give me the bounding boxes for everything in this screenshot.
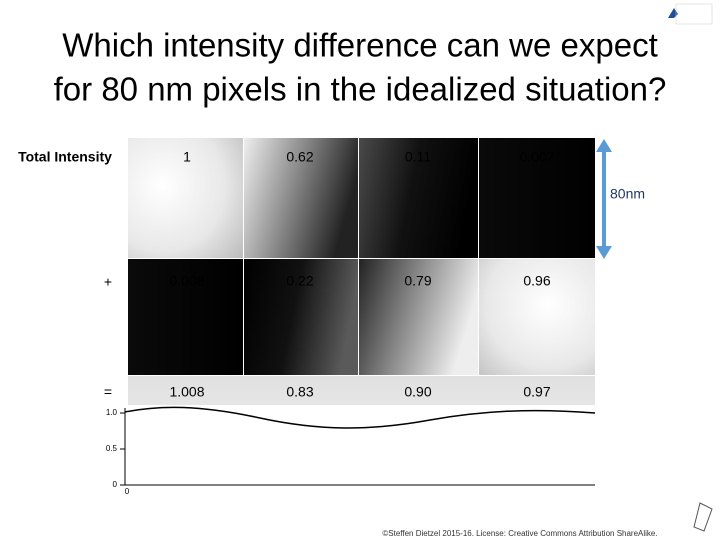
slide-title: for 80 nm pixels in the idealized situat… <box>54 71 667 108</box>
footer: ©Steffen Dietzel 2015-16. License: Creat… <box>382 529 657 538</box>
y-tick-label: 0.5 <box>106 444 118 453</box>
cell-value: 0.11 <box>405 149 431 165</box>
row-label: = <box>104 384 112 400</box>
cell-image <box>479 259 595 375</box>
intensity-curve <box>124 406 596 429</box>
cell-value: 0.22 <box>286 273 313 289</box>
cell-value: 0.79 <box>404 273 431 289</box>
row-label: Total Intensity <box>18 149 112 165</box>
plot-background <box>100 405 595 492</box>
intensity-plot: 1.0 0.5 0 0 <box>100 405 596 496</box>
arrow-head <box>596 139 612 152</box>
scale-arrow <box>596 139 612 259</box>
y-tick-label: 1.0 <box>106 408 118 417</box>
cell-value: 0.62 <box>286 149 313 165</box>
footer-icon <box>693 502 713 532</box>
cell-image <box>479 138 595 258</box>
cell-value: 1 <box>183 149 191 165</box>
cell-value: 0.97 <box>523 384 550 400</box>
cell-values: 1 0.62 0.11 0.007 0.008 0.22 0.79 0.96 1.008 0.83… <box>169 149 554 400</box>
row-label: + <box>104 274 112 290</box>
cell-value: 0.007 <box>519 149 554 165</box>
cell-image <box>128 259 243 375</box>
cell-image <box>244 138 358 258</box>
arrow-head <box>596 246 612 259</box>
logo <box>668 3 713 25</box>
cell-image <box>359 138 478 258</box>
cell-value: 0.008 <box>169 273 204 289</box>
scale-label: 80nm <box>610 186 645 202</box>
cell-image <box>359 259 478 375</box>
cell-value: 0.96 <box>523 273 550 289</box>
cell-value: 1.008 <box>169 384 204 400</box>
cell-image <box>128 138 243 258</box>
x-tick-label: 0 <box>125 487 130 496</box>
slide-title: Which intensity difference can we expect <box>62 27 658 64</box>
y-tick-label: 0 <box>113 480 118 489</box>
cell-value: 0.90 <box>404 384 431 400</box>
cell-value: 0.83 <box>286 384 313 400</box>
cell-image <box>244 259 358 375</box>
